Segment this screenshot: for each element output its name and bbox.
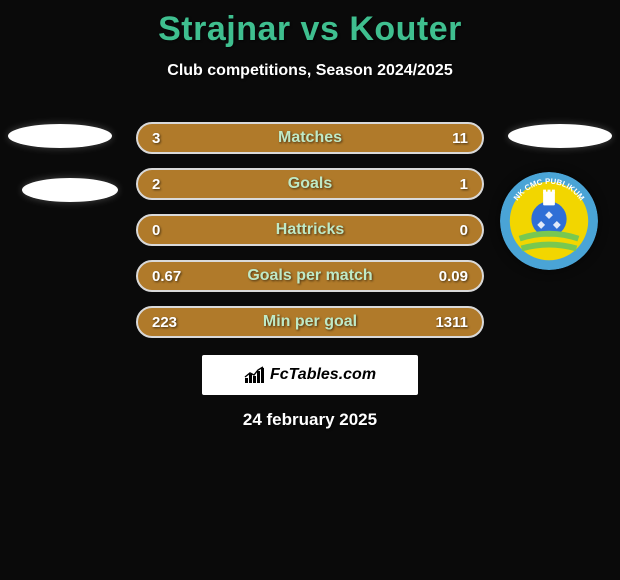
stat-right-value: 0.09 <box>439 268 468 285</box>
stat-label: Goals <box>288 175 332 193</box>
page-title: Strajnar vs Kouter <box>0 10 620 49</box>
date-label: 24 february 2025 <box>0 410 620 430</box>
stat-left-value: 0.67 <box>152 268 181 285</box>
attribution-text: FcTables.com <box>270 366 376 384</box>
stat-row: 223 Min per goal 1311 <box>136 306 484 338</box>
crest-tower <box>543 190 555 206</box>
stat-right-value: 11 <box>452 130 468 147</box>
stat-left-value: 2 <box>152 176 160 193</box>
stat-label: Goals per match <box>247 267 372 285</box>
stat-right-value: 1 <box>460 176 468 193</box>
left-player-oval-2 <box>22 178 118 202</box>
stat-left-value: 0 <box>152 222 160 239</box>
crest-svg: NK CMC PUBLIKUM <box>500 172 598 270</box>
stat-label: Hattricks <box>276 221 344 239</box>
stat-left-value: 223 <box>152 314 177 331</box>
left-player-oval-1 <box>8 124 112 148</box>
stat-row: 3 Matches 11 <box>136 122 484 154</box>
subtitle: Club competitions, Season 2024/2025 <box>0 62 620 80</box>
stat-left-value: 3 <box>152 130 160 147</box>
bar-chart-icon <box>244 366 266 384</box>
right-club-crest: NK CMC PUBLIKUM <box>500 172 598 270</box>
stat-label: Min per goal <box>263 313 357 331</box>
comparison-infographic: Strajnar vs Kouter Club competitions, Se… <box>0 0 620 580</box>
stat-label: Matches <box>278 129 342 147</box>
right-player-oval <box>508 124 612 148</box>
stat-row: 2 Goals 1 <box>136 168 484 200</box>
stat-right-value: 0 <box>460 222 468 239</box>
stat-row: 0.67 Goals per match 0.09 <box>136 260 484 292</box>
attribution-box: FcTables.com <box>202 355 418 395</box>
stat-right-value: 1311 <box>435 314 468 331</box>
stat-row: 0 Hattricks 0 <box>136 214 484 246</box>
